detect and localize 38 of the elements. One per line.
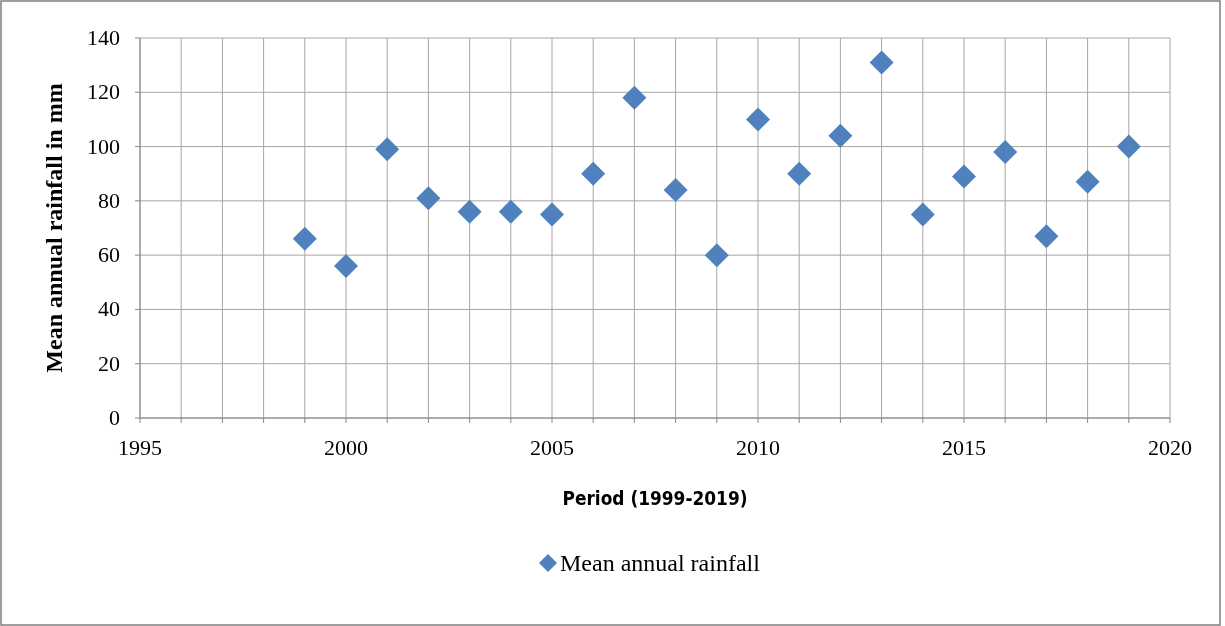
point bbox=[292, 226, 317, 251]
point bbox=[1034, 224, 1059, 249]
x-tick-label: 1995 bbox=[118, 435, 162, 460]
y-tick-label: 20 bbox=[98, 350, 120, 376]
y-tick-label: 120 bbox=[87, 79, 120, 105]
point bbox=[581, 161, 606, 186]
y-tick-label: 140 bbox=[87, 25, 120, 50]
point bbox=[1116, 134, 1141, 159]
x-tick-label: 2005 bbox=[530, 435, 574, 460]
point bbox=[787, 161, 812, 186]
x-tick-label: 2000 bbox=[324, 435, 368, 460]
y-tick-label: 80 bbox=[98, 187, 120, 213]
point bbox=[334, 254, 358, 278]
point bbox=[993, 140, 1018, 164]
point bbox=[663, 178, 688, 202]
x-tick-label: 2010 bbox=[736, 435, 780, 460]
point bbox=[1075, 169, 1100, 194]
x-tick-label: 2020 bbox=[1148, 435, 1192, 460]
x-tick-label: 2015 bbox=[942, 435, 986, 460]
point bbox=[416, 186, 441, 211]
point bbox=[704, 243, 729, 268]
x-axis-title: Period (1999-2019) bbox=[562, 486, 748, 510]
point bbox=[540, 202, 564, 227]
point bbox=[498, 199, 523, 224]
point bbox=[622, 85, 647, 110]
y-tick-label: 40 bbox=[98, 296, 120, 322]
point bbox=[952, 164, 976, 189]
point bbox=[746, 107, 770, 132]
point bbox=[375, 137, 400, 162]
point bbox=[457, 199, 482, 224]
point bbox=[828, 123, 853, 148]
y-tick-label: 100 bbox=[87, 133, 120, 159]
y-tick-label: 0 bbox=[109, 405, 120, 430]
point bbox=[869, 50, 894, 75]
legend-label: Mean annual rainfall bbox=[560, 550, 761, 576]
y-tick-label: 60 bbox=[98, 242, 120, 268]
y-axis-title: Mean annual rainfall in mm bbox=[41, 83, 67, 373]
point bbox=[910, 202, 935, 227]
